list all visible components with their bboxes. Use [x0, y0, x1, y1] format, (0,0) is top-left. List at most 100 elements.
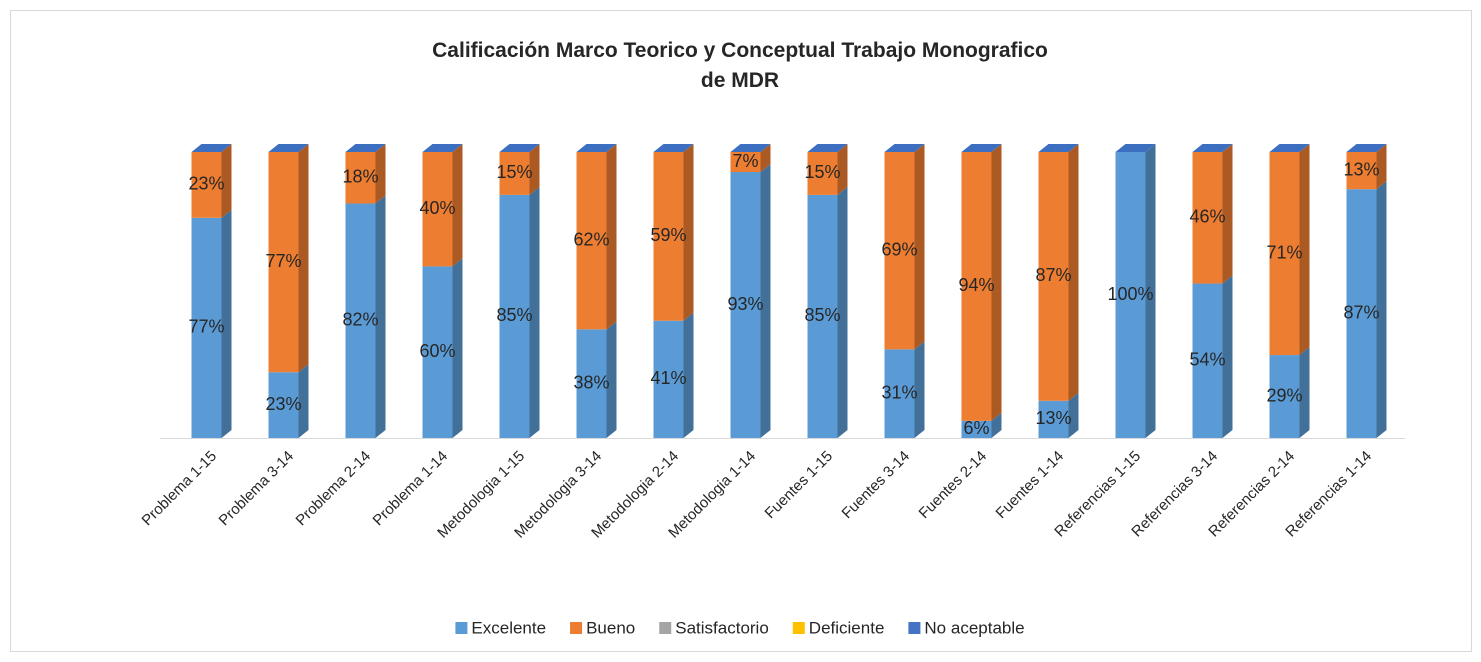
- data-label: 69%: [881, 239, 917, 259]
- bar-side: [837, 186, 848, 438]
- bar: [1269, 355, 1300, 438]
- legend-swatch: [908, 622, 921, 634]
- bar: [345, 152, 376, 204]
- bar-side: [375, 195, 386, 438]
- bar: [576, 152, 607, 330]
- bar-side: [1145, 144, 1156, 438]
- legend-label: Excelente: [471, 618, 546, 637]
- bar-side: [606, 144, 617, 330]
- bar-side: [452, 258, 463, 438]
- legend-label: Deficiente: [809, 618, 885, 637]
- bar: [191, 217, 222, 438]
- bar-side: [683, 144, 694, 321]
- bar: [807, 152, 838, 195]
- bar-side: [452, 144, 463, 267]
- legend-label: Bueno: [586, 618, 635, 637]
- title-line: Calificación Marco Teorico y Conceptual …: [432, 39, 1048, 62]
- data-label: 31%: [881, 382, 917, 402]
- data-label: 100%: [1107, 284, 1153, 304]
- bar-side: [221, 209, 232, 438]
- bar: [1346, 152, 1377, 190]
- data-label: 18%: [342, 166, 378, 186]
- bar-top: [884, 144, 925, 152]
- data-label: 93%: [727, 294, 763, 314]
- data-label: 85%: [496, 305, 532, 325]
- data-label: 60%: [419, 341, 455, 361]
- bar-side: [529, 186, 540, 438]
- data-label: 87%: [1035, 265, 1071, 285]
- bar: [1269, 152, 1300, 356]
- bar-top: [499, 144, 540, 152]
- bar-side: [837, 144, 848, 195]
- data-label: 46%: [1189, 207, 1225, 227]
- data-label: 62%: [573, 229, 609, 249]
- data-label: 6%: [963, 418, 989, 438]
- bar-top: [1038, 144, 1079, 152]
- data-label: 87%: [1343, 302, 1379, 322]
- bar: [884, 152, 915, 350]
- bar-top: [1192, 144, 1233, 152]
- data-label: 77%: [188, 317, 224, 337]
- title-line: de MDR: [701, 69, 779, 92]
- legend-swatch: [659, 622, 672, 634]
- bar: [499, 194, 530, 438]
- bar: [1192, 152, 1223, 284]
- data-label: 23%: [265, 394, 301, 414]
- bar: [1192, 283, 1223, 438]
- bar-side: [1299, 347, 1310, 438]
- bar: [730, 172, 761, 438]
- data-label: 38%: [573, 372, 609, 392]
- bar-side: [760, 164, 771, 438]
- bar: [884, 349, 915, 438]
- data-label: 71%: [1266, 242, 1302, 262]
- bar-side: [1376, 144, 1387, 190]
- bar-side: [683, 312, 694, 438]
- bar-top: [576, 144, 617, 152]
- data-label: 29%: [1266, 385, 1302, 405]
- bar-side: [1222, 144, 1233, 284]
- bar-side: [914, 144, 925, 350]
- bar: [422, 266, 453, 438]
- legend-label: No aceptable: [924, 618, 1024, 637]
- data-label: 94%: [958, 275, 994, 295]
- bar-top: [1346, 144, 1387, 152]
- legend-label: Satisfactorio: [675, 618, 769, 637]
- bar-side: [298, 144, 309, 373]
- bar-top: [807, 144, 848, 152]
- bar-side: [221, 144, 232, 218]
- bar-top: [961, 144, 1002, 152]
- bar-side: [606, 321, 617, 438]
- bar: [422, 152, 453, 267]
- data-label: 41%: [650, 368, 686, 388]
- data-label: 13%: [1343, 159, 1379, 179]
- bar: [653, 320, 684, 438]
- data-label: 40%: [419, 198, 455, 218]
- bar: [576, 329, 607, 438]
- data-label: 7%: [732, 151, 758, 171]
- bar-top: [730, 144, 771, 152]
- bar: [191, 152, 222, 218]
- bar-side: [1068, 392, 1079, 438]
- bar: [345, 203, 376, 438]
- bar-top: [268, 144, 309, 152]
- data-label: 23%: [188, 174, 224, 194]
- legend-swatch: [792, 622, 805, 634]
- bar-side: [298, 364, 309, 438]
- data-label: 59%: [650, 225, 686, 245]
- bar-top: [191, 144, 232, 152]
- bar: [653, 152, 684, 321]
- data-label: 77%: [265, 251, 301, 271]
- data-label: 15%: [804, 162, 840, 182]
- bar: [730, 152, 761, 173]
- bar: [268, 372, 299, 438]
- legend-swatch: [455, 622, 468, 634]
- bar: [1115, 152, 1146, 438]
- bar-side: [1376, 181, 1387, 438]
- bar-side: [1068, 144, 1079, 401]
- bar-side: [1299, 144, 1310, 356]
- bar: [1346, 189, 1377, 438]
- bar-side: [991, 144, 1002, 421]
- bar-side: [529, 144, 540, 195]
- bar-side: [1222, 275, 1233, 438]
